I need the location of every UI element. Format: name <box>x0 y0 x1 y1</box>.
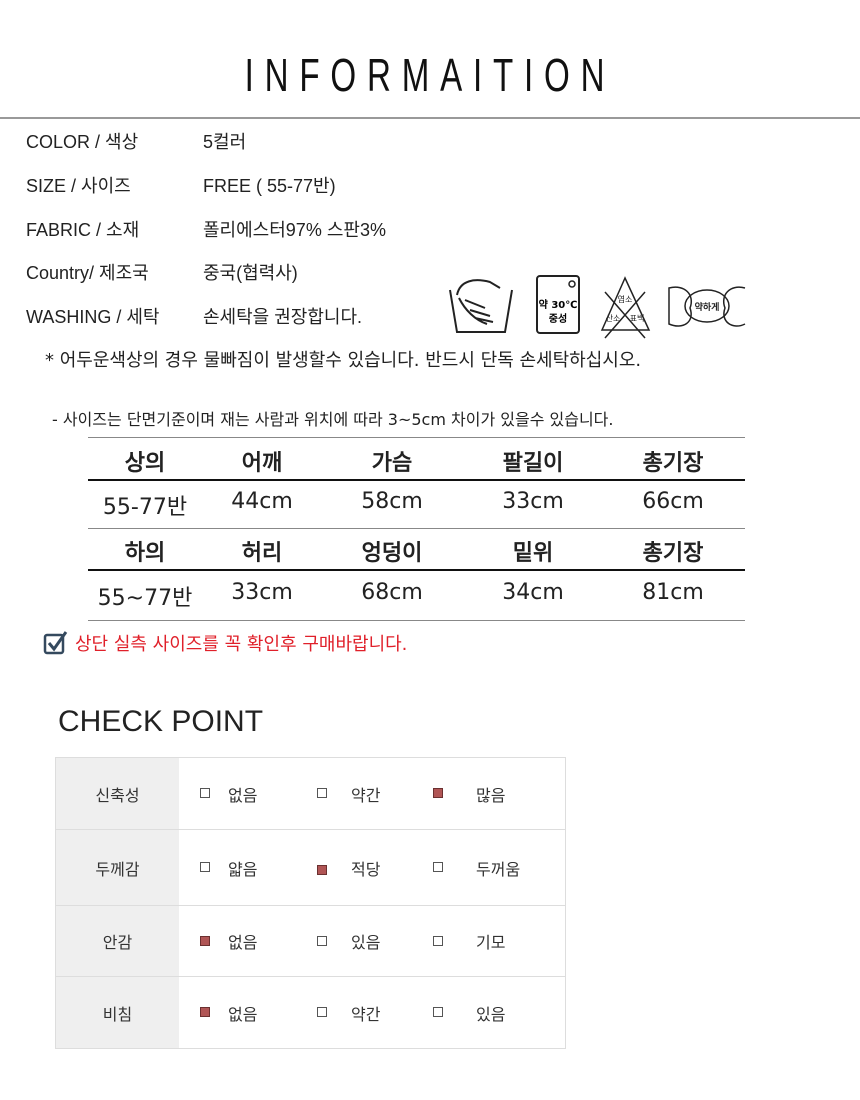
size-header-cell: 엉덩이 <box>361 541 423 566</box>
wash-note: * 어두운색상의 경우 물빠짐이 발생할수 있습니다. 반드시 단독 손세탁하십… <box>45 350 642 371</box>
checkbox-unchecked <box>433 862 443 872</box>
size-cell: 55~77반 <box>97 586 193 611</box>
size-cell: 81cm <box>642 580 704 605</box>
size-header-cell: 가슴 <box>371 451 413 476</box>
size-header-cell: 어깨 <box>241 451 283 476</box>
check-point-option: 얇음 <box>228 859 258 879</box>
info-label-washing: WASHING / 세탁 <box>26 307 160 327</box>
check-point-option: 약간 <box>351 1004 381 1024</box>
checkbox-unchecked <box>433 1006 443 1017</box>
checkbox-checked <box>433 788 443 798</box>
size-cell: 68cm <box>361 580 423 605</box>
info-label-fabric: FABRIC / 소재 <box>26 220 140 240</box>
checkbox-unchecked <box>317 788 327 798</box>
machine-detergent: 중성 <box>549 312 567 325</box>
size-cell: 33cm <box>231 580 293 605</box>
checkbox-checked <box>200 935 210 946</box>
size-cell: 34cm <box>502 580 564 605</box>
info-label-size: SIZE / 사이즈 <box>26 176 131 196</box>
wash-icons: 약 30℃ 중성 염소 산소 표백 약하게 <box>449 275 746 339</box>
size-note: - 사이즈는 단면기준이며 재는 사람과 위치에 따라 3~5cm 차이가 있을… <box>52 410 614 429</box>
check-point-row: 비침 없음 약간 있음 <box>56 977 565 1048</box>
gentle-wring-icon: 약하게 <box>668 286 746 327</box>
size-cell: 66cm <box>642 489 704 514</box>
info-label-country: Country/ 제조국 <box>26 263 149 283</box>
check-point-option: 있음 <box>351 933 381 952</box>
hand-wash-icon <box>449 279 513 333</box>
size-header-cell: 팔길이 <box>502 451 564 476</box>
check-point-option: 기모 <box>476 933 506 952</box>
check-point-title: CHECK POINT <box>58 705 264 738</box>
check-point-row: 두께감 얇음 적당 두꺼움 <box>56 830 565 906</box>
machine-wash-icon: 약 30℃ 중성 <box>536 275 580 334</box>
check-point-label: 비침 <box>56 977 179 1048</box>
check-point-option: 두꺼움 <box>476 859 521 879</box>
bleach-top: 염소 <box>618 295 633 304</box>
checkbox-unchecked <box>433 935 443 946</box>
checkbox-checked <box>200 1006 210 1017</box>
size-cell: 44cm <box>231 489 293 514</box>
check-point-table: 신축성 없음 약간 많음 두께감 얇음 적당 두꺼움 안감 없음 있음 기모 비침 없음 약간 있음 <box>55 757 566 1049</box>
check-point-row: 안감 없음 있음 기모 <box>56 906 565 977</box>
check-point-option: 없음 <box>228 1004 258 1024</box>
info-value-fabric: 폴리에스터97% 스판3% <box>203 220 386 240</box>
check-point-option: 많음 <box>476 785 506 805</box>
info-value-country: 중국(협력사) <box>203 263 298 283</box>
checkbox-checked-icon <box>43 631 68 655</box>
info-label-color: COLOR / 색상 <box>26 132 139 152</box>
info-value-color: 5컬러 <box>203 132 247 152</box>
notice-text: 상단 실측 사이즈를 꼭 확인후 구매바랍니다. <box>75 634 408 655</box>
wring-label: 약하게 <box>695 301 720 313</box>
size-header-cell: 총기장 <box>642 451 704 476</box>
divider <box>0 117 860 119</box>
check-point-row: 신축성 없음 약간 많음 <box>56 758 565 830</box>
info-value-size: FREE ( 55-77반) <box>203 176 336 196</box>
size-header-cell: 상의 <box>124 451 166 476</box>
size-header-cell: 하의 <box>124 541 166 566</box>
no-bleach-icon: 염소 산소 표백 <box>600 276 651 339</box>
checkbox-unchecked <box>200 788 210 798</box>
page-title: INFORMAITION <box>244 49 616 101</box>
check-point-label: 신축성 <box>56 758 179 829</box>
checkbox-unchecked <box>317 1006 327 1017</box>
checkbox-unchecked <box>317 935 327 946</box>
bleach-right: 표백 <box>630 313 645 323</box>
check-point-option: 적당 <box>351 859 381 879</box>
info-value-washing: 손세탁을 권장합니다. <box>203 307 363 327</box>
bleach-left: 산소 <box>606 313 621 323</box>
size-check-notice: 상단 실측 사이즈를 꼭 확인후 구매바랍니다. <box>43 630 407 656</box>
check-point-option: 약간 <box>351 785 381 805</box>
checkbox-checked <box>317 865 327 875</box>
machine-temp: 약 30℃ <box>539 298 578 311</box>
size-header-cell: 총기장 <box>642 541 704 566</box>
size-header-cell: 허리 <box>241 541 283 566</box>
check-point-option: 없음 <box>228 785 258 805</box>
size-cell: 58cm <box>361 489 423 514</box>
size-cell: 33cm <box>502 489 564 514</box>
checkbox-unchecked <box>200 862 210 872</box>
size-cell: 55-77반 <box>102 495 188 520</box>
check-point-option: 있음 <box>476 1004 506 1024</box>
check-point-label: 안감 <box>56 906 179 976</box>
size-header-cell: 밑위 <box>512 541 554 566</box>
check-point-label: 두께감 <box>56 830 179 905</box>
check-point-option: 없음 <box>228 933 258 952</box>
